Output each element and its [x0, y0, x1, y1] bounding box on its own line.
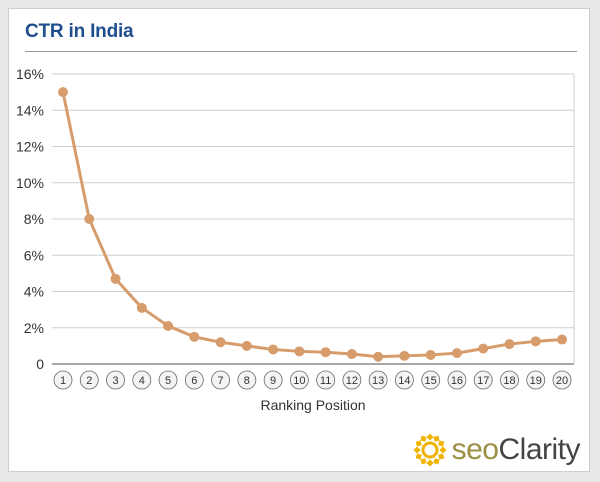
x-tick-label: 15	[425, 375, 437, 387]
x-tick-label: 4	[139, 375, 145, 387]
data-point	[399, 350, 410, 361]
data-point	[478, 343, 489, 354]
data-point	[241, 340, 252, 351]
chart-title: CTR in India	[25, 21, 134, 42]
x-tick-label: 13	[372, 375, 384, 387]
x-tick-label: 5	[165, 375, 171, 387]
x-tick-label: 8	[244, 375, 250, 387]
x-tick-circle	[526, 370, 546, 390]
y-tick-label: 14%	[16, 102, 44, 118]
x-tick-circle	[132, 370, 152, 390]
data-point	[504, 339, 515, 350]
x-tick-circle	[184, 370, 204, 390]
x-tick-circle	[316, 370, 336, 390]
x-tick-circle	[211, 370, 230, 390]
y-tick-label: 2%	[24, 320, 44, 336]
x-axis-ticks: 1 2 3 4 5 6 7 8 9 10 11 12 13 14 15 16 17 18 19 20	[53, 370, 572, 390]
x-tick-label: 9	[270, 375, 276, 387]
x-tick-circle	[421, 370, 441, 390]
data-point	[136, 302, 147, 313]
y-tick-label: 10%	[16, 175, 44, 191]
x-tick-circle	[106, 370, 125, 390]
y-axis-ticks: 0 2% 4% 6% 8% 10% 12% 14% 16%	[16, 66, 44, 372]
data-point	[373, 351, 384, 362]
data-point	[58, 87, 68, 98]
data-point	[110, 273, 121, 284]
x-tick-circle	[500, 370, 519, 390]
x-tick-circle	[79, 370, 99, 390]
gridlines	[52, 73, 575, 365]
sun-logo-icon	[413, 433, 447, 467]
x-tick-circle	[158, 370, 178, 390]
data-point	[557, 334, 567, 345]
x-tick-label: 1	[60, 375, 66, 387]
x-tick-label: 6	[191, 375, 197, 387]
chart-card: CTR in India	[8, 8, 590, 472]
data-point	[320, 347, 331, 358]
data-point	[163, 320, 174, 331]
logo-text-seo: seo	[451, 433, 499, 466]
x-tick-label: 17	[477, 375, 489, 387]
x-tick-circle	[263, 370, 283, 390]
series-ctr	[58, 87, 567, 362]
data-point	[294, 346, 305, 357]
x-tick-circle	[342, 370, 362, 390]
x-axis-label: Ranking Position	[260, 397, 365, 413]
x-tick-label: 14	[398, 375, 410, 387]
x-tick-label: 3	[112, 375, 118, 387]
x-tick-label: 19	[530, 375, 542, 387]
y-tick-label: 8%	[24, 211, 44, 227]
data-point	[346, 349, 357, 360]
x-tick-label: 10	[293, 375, 305, 387]
x-tick-circle	[53, 370, 73, 390]
seoclarity-logo: seo Clarity	[412, 432, 580, 468]
x-tick-label: 18	[503, 375, 515, 387]
x-tick-circle	[368, 370, 388, 390]
x-tick-label: 12	[346, 375, 358, 387]
data-point	[189, 331, 200, 342]
x-tick-label: 7	[218, 375, 224, 387]
data-point	[425, 349, 436, 360]
data-point	[268, 344, 279, 355]
data-point	[84, 214, 95, 224]
title-divider	[25, 51, 577, 52]
data-point	[530, 336, 541, 347]
x-tick-circle	[289, 370, 309, 390]
x-tick-label: 2	[86, 375, 92, 387]
x-tick-label: 20	[556, 375, 568, 387]
series-line	[61, 91, 563, 359]
data-point	[215, 337, 226, 348]
y-tick-label: 12%	[16, 139, 44, 155]
logo-text-clarity: Clarity	[498, 433, 580, 466]
x-tick-circle	[237, 370, 257, 390]
y-tick-label: 4%	[24, 284, 44, 300]
x-tick-label: 11	[320, 375, 331, 387]
y-tick-label: 16%	[16, 66, 44, 82]
x-tick-circle	[552, 370, 572, 390]
y-tick-label: 0	[36, 356, 44, 372]
x-tick-circle	[473, 370, 493, 390]
data-point	[451, 348, 462, 359]
x-tick-circle	[447, 370, 467, 390]
x-tick-label: 16	[451, 375, 463, 387]
y-tick-label: 6%	[24, 247, 44, 263]
x-tick-circle	[395, 370, 414, 390]
